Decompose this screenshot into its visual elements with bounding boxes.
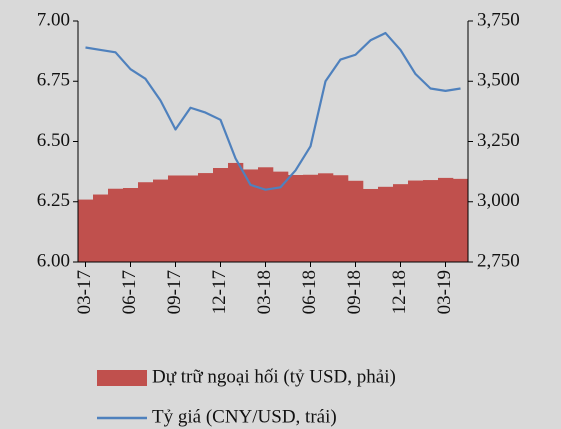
bar [168, 175, 184, 262]
bar [453, 178, 469, 262]
legend-label: Dự trữ ngoại hối (tỷ USD, phải) [152, 366, 396, 387]
bar [78, 199, 94, 262]
bar [213, 168, 229, 262]
bar [303, 174, 319, 262]
y2-tick-label: 3,750 [477, 9, 520, 30]
y2-tick-label: 3,250 [477, 130, 520, 151]
bar [123, 188, 139, 262]
line [85, 31, 461, 191]
bar [228, 162, 244, 262]
bar [243, 169, 259, 262]
bar [378, 186, 394, 262]
x-tick-label: 03-17 [74, 270, 95, 314]
x-tick-label: 09-17 [164, 270, 185, 314]
bar [363, 188, 379, 262]
bar [288, 174, 304, 262]
y-tick-label: 6.50 [37, 130, 70, 151]
y2-tick-label: 3,000 [477, 190, 520, 211]
y-tick-label: 6.25 [37, 190, 70, 211]
bar [333, 175, 349, 262]
bar [438, 177, 454, 262]
bar [423, 180, 439, 262]
x-tick-label: 03-18 [254, 270, 275, 314]
bar [153, 179, 169, 262]
bar [198, 173, 214, 262]
bar [93, 194, 109, 262]
legend-label: Tỷ giá (CNY/USD, trái) [152, 406, 337, 427]
bar [183, 175, 199, 262]
bar [318, 173, 334, 262]
x-tick-label: 12-17 [209, 270, 230, 314]
y-tick-label: 6.00 [37, 250, 70, 271]
bar [393, 184, 409, 262]
y-tick-label: 6.75 [37, 70, 70, 91]
y-tick-label: 7.00 [37, 9, 70, 30]
bar [258, 167, 274, 262]
x-tick-label: 12-18 [389, 270, 410, 314]
x-tick-label: 03-19 [434, 270, 455, 314]
x-tick-label: 06-18 [299, 270, 320, 314]
bar [273, 171, 289, 262]
bar [348, 180, 364, 262]
bar [408, 180, 424, 262]
y2-tick-label: 2,750 [477, 250, 520, 271]
bar [108, 188, 124, 262]
x-tick-label: 06-17 [119, 270, 140, 314]
bar [138, 182, 154, 262]
y2-tick-label: 3,500 [477, 70, 520, 91]
legend-swatch [97, 370, 147, 386]
x-tick-label: 09-18 [344, 270, 365, 314]
